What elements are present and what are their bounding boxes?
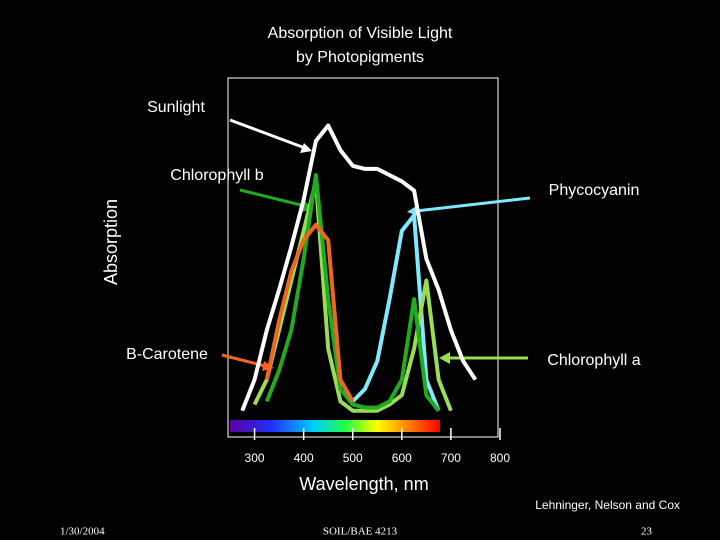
footer-course: SOIL/BAE 4213 [323,526,398,538]
x-tick-label: 700 [441,451,461,465]
arrowhead [439,352,450,364]
series-line [240,123,478,412]
series-line [351,213,441,412]
title-line: Absorption of Visible Light [268,25,453,42]
arrowhead [300,143,312,153]
series-label: Chlorophyll b [170,167,263,184]
footer-date: 1/30/2004 [60,526,105,538]
title-line: by Photopigments [296,49,424,66]
series-label: Chlorophyll a [547,352,640,369]
series-label: Sunlight [147,99,205,116]
x-tick-label: 300 [245,451,265,465]
x-tick-label: 500 [343,451,363,465]
arrows [221,118,531,371]
x-tick-label: 800 [490,451,510,465]
footer-page: 23 [641,526,653,538]
spectrum-bar [230,420,440,432]
x-tick-label: 400 [294,451,314,465]
source: Lehninger, Nelson and Cox [535,498,680,512]
plot-frame [227,77,499,438]
x-axis-label: Wavelength, nm [299,474,428,494]
series-line [264,222,355,403]
arrow [229,118,306,150]
arrow [239,188,306,208]
series-label: Phycocyanin [549,182,640,199]
x-tick-label: 600 [392,451,412,465]
series-label: B-Carotene [126,346,208,363]
series-line [264,173,441,412]
arrow [415,196,531,213]
y-axis-label: Absorption [101,199,121,285]
